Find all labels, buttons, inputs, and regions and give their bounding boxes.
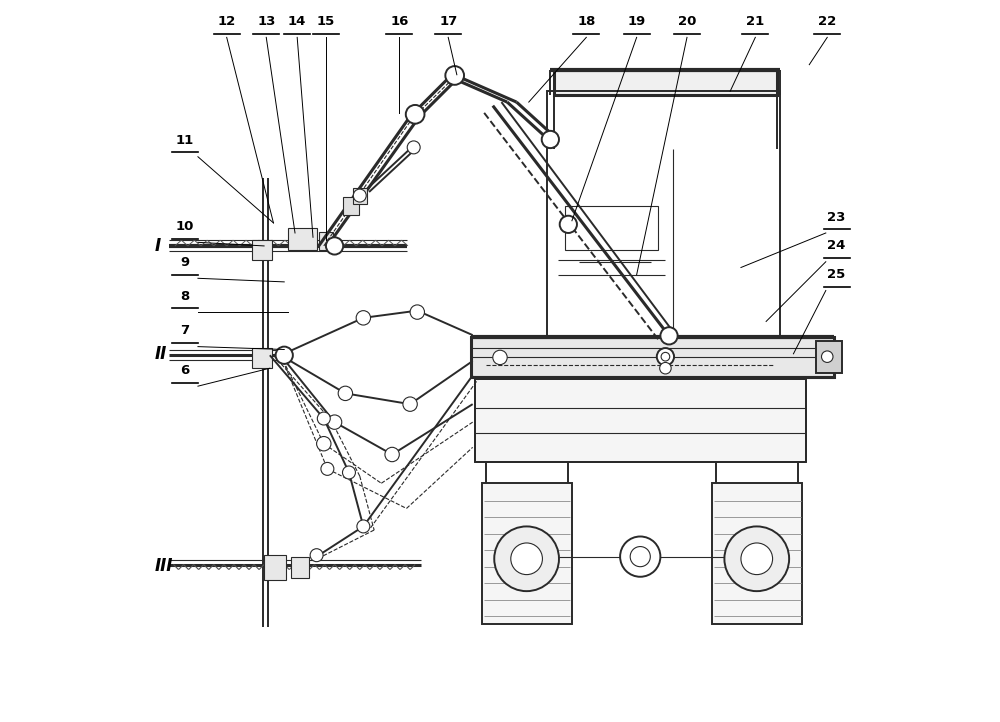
Circle shape bbox=[317, 412, 330, 425]
Circle shape bbox=[353, 189, 366, 202]
Text: 13: 13 bbox=[257, 15, 275, 28]
Circle shape bbox=[630, 547, 650, 567]
Bar bbox=[343, 197, 359, 215]
Circle shape bbox=[661, 352, 670, 361]
Text: 18: 18 bbox=[577, 15, 595, 28]
Text: 11: 11 bbox=[176, 134, 194, 147]
Circle shape bbox=[317, 437, 331, 451]
Bar bbox=[252, 240, 272, 261]
Bar bbox=[288, 228, 317, 250]
Text: 22: 22 bbox=[818, 15, 836, 28]
Bar bbox=[816, 341, 842, 373]
Circle shape bbox=[342, 466, 355, 479]
Text: 8: 8 bbox=[180, 290, 190, 303]
Circle shape bbox=[620, 536, 660, 577]
Circle shape bbox=[385, 448, 399, 461]
Text: 12: 12 bbox=[218, 15, 236, 28]
Text: 10: 10 bbox=[176, 220, 194, 233]
Text: 17: 17 bbox=[439, 15, 457, 28]
Bar bbox=[475, 379, 806, 461]
Circle shape bbox=[310, 549, 323, 562]
Circle shape bbox=[326, 238, 343, 255]
Bar bbox=[291, 557, 309, 578]
Text: 16: 16 bbox=[390, 15, 408, 28]
Bar bbox=[547, 91, 780, 357]
Circle shape bbox=[660, 362, 671, 374]
Text: 9: 9 bbox=[180, 256, 190, 269]
Bar bbox=[712, 483, 802, 624]
Text: III: III bbox=[155, 557, 173, 575]
Bar bbox=[252, 348, 272, 368]
Text: 20: 20 bbox=[678, 15, 696, 28]
Text: II: II bbox=[155, 345, 167, 363]
Bar bbox=[554, 70, 777, 95]
Circle shape bbox=[357, 520, 370, 533]
Circle shape bbox=[493, 350, 507, 365]
Circle shape bbox=[403, 397, 417, 412]
Bar bbox=[264, 555, 286, 580]
Circle shape bbox=[821, 351, 833, 362]
Bar bbox=[486, 461, 568, 534]
Circle shape bbox=[494, 526, 559, 591]
Text: I: I bbox=[155, 237, 161, 255]
Circle shape bbox=[542, 131, 559, 148]
Text: 7: 7 bbox=[180, 324, 190, 337]
Circle shape bbox=[338, 386, 353, 401]
Text: 19: 19 bbox=[628, 15, 646, 28]
Circle shape bbox=[657, 348, 674, 365]
Circle shape bbox=[356, 310, 371, 325]
Text: 15: 15 bbox=[317, 15, 335, 28]
Circle shape bbox=[406, 105, 424, 123]
Bar bbox=[565, 206, 658, 250]
Bar bbox=[482, 483, 572, 624]
Circle shape bbox=[321, 462, 334, 475]
Circle shape bbox=[560, 216, 577, 233]
Circle shape bbox=[445, 66, 464, 84]
Bar bbox=[471, 337, 834, 377]
Text: 14: 14 bbox=[288, 15, 306, 28]
Circle shape bbox=[407, 141, 420, 154]
Text: 24: 24 bbox=[827, 240, 846, 253]
Text: 6: 6 bbox=[180, 364, 190, 377]
Circle shape bbox=[410, 305, 424, 319]
Text: 21: 21 bbox=[746, 15, 764, 28]
Circle shape bbox=[327, 415, 342, 430]
Circle shape bbox=[724, 526, 789, 591]
Circle shape bbox=[511, 543, 542, 575]
Circle shape bbox=[660, 327, 678, 344]
Bar bbox=[319, 232, 333, 250]
Circle shape bbox=[741, 543, 773, 575]
Circle shape bbox=[276, 347, 293, 364]
Text: 23: 23 bbox=[827, 211, 846, 224]
Bar bbox=[353, 188, 367, 204]
Bar bbox=[716, 461, 798, 534]
Text: 25: 25 bbox=[827, 268, 846, 281]
